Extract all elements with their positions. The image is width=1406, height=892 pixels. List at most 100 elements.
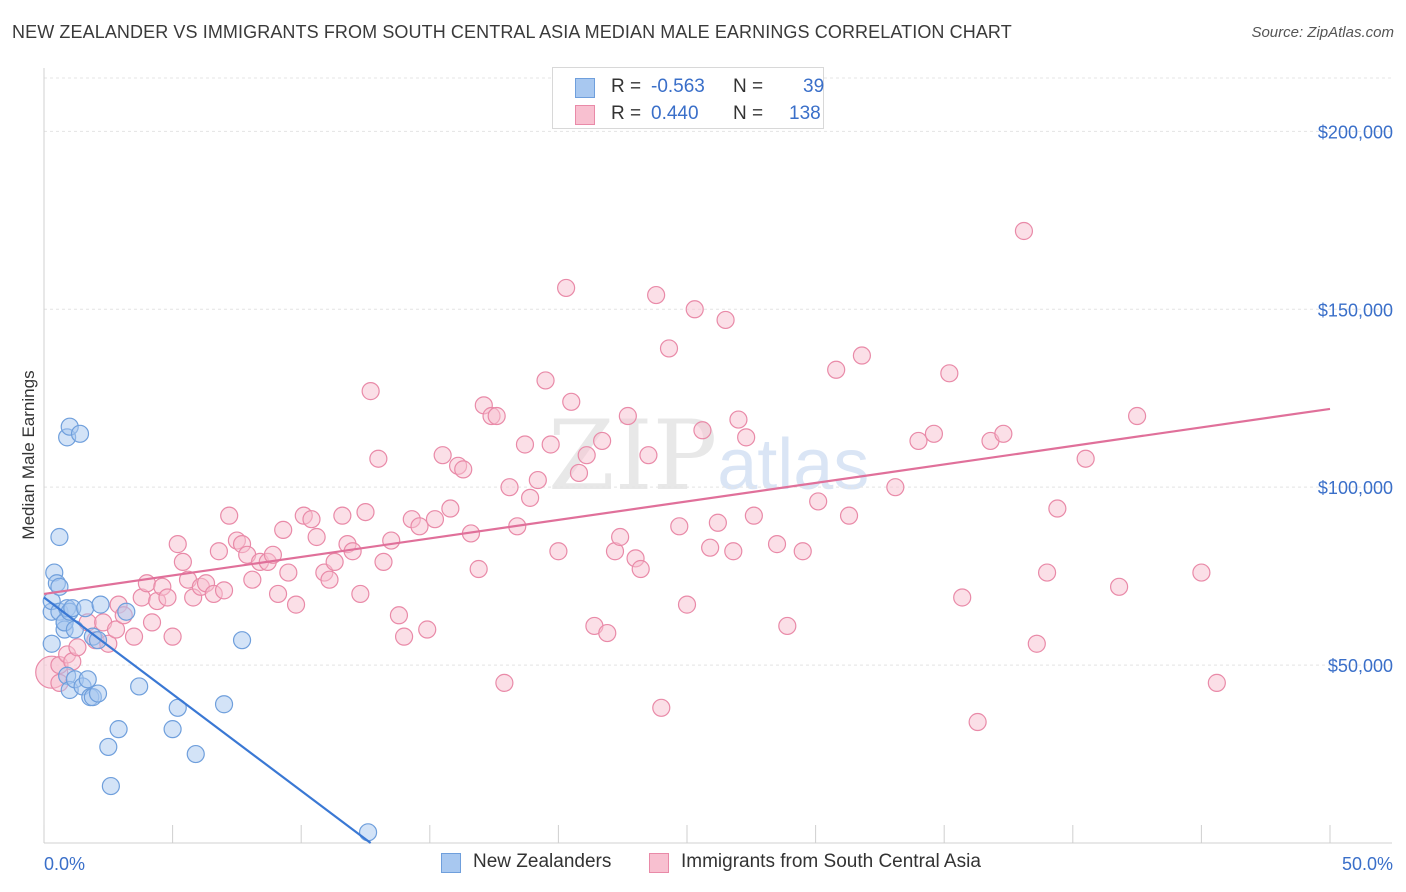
legend-r-value: -0.563 <box>651 76 705 97</box>
data-point <box>924 424 944 443</box>
legend-r-label: R = <box>611 103 642 124</box>
legend-text-new-zealanders: New Zealanders <box>473 851 612 872</box>
legend-r-value: 0.440 <box>651 103 699 124</box>
legend-r-label: R = <box>611 76 642 97</box>
series-legend: New Zealanders Immigrants from South Cen… <box>0 851 1406 877</box>
data-point <box>243 570 262 589</box>
data-point <box>611 527 630 547</box>
trend-line-south-central-asia <box>43 407 1331 596</box>
data-point <box>186 744 205 764</box>
data-point <box>88 684 108 703</box>
data-point <box>577 446 596 465</box>
data-point <box>495 673 514 692</box>
data-point <box>631 559 650 579</box>
data-point <box>425 510 445 529</box>
data-point <box>279 563 298 582</box>
data-point <box>163 720 182 739</box>
legend-n-label: N = <box>733 76 764 97</box>
data-point <box>124 627 144 646</box>
data-point <box>909 431 928 451</box>
data-point <box>70 424 90 443</box>
data-point <box>65 620 84 639</box>
data-point <box>78 670 97 689</box>
legend-swatch-south-central-asia <box>649 853 669 873</box>
data-point <box>487 406 506 426</box>
data-point <box>142 613 162 632</box>
data-point <box>693 421 712 440</box>
series-new-zealanders <box>42 417 378 842</box>
data-point <box>500 478 519 497</box>
data-point <box>418 620 437 639</box>
data-point <box>1027 634 1046 653</box>
trend-line-new-zealanders <box>43 596 372 844</box>
legend-swatch-new-zealanders <box>575 78 595 98</box>
legend-swatch-south-central-asia <box>575 105 595 125</box>
data-point <box>1048 499 1067 518</box>
data-point <box>130 677 149 696</box>
data-point <box>729 410 748 429</box>
data-point <box>1207 673 1226 692</box>
data-point <box>549 542 568 561</box>
legend-text-south-central-asia: Immigrants from South Central Asia <box>681 851 981 872</box>
data-point <box>670 517 689 536</box>
data-point <box>618 406 637 426</box>
data-point <box>647 285 666 305</box>
x-tick-label: 0.0% <box>44 854 85 874</box>
data-point <box>968 712 987 732</box>
data-point <box>374 552 393 572</box>
data-point <box>716 310 735 330</box>
data-point <box>809 492 828 511</box>
data-point <box>562 392 581 411</box>
axes <box>43 68 1392 844</box>
data-point <box>940 364 959 383</box>
data-point <box>356 502 375 522</box>
axis-labels: $50,000 $100,000 $150,000 $200,000 0.0% 50.0%… <box>19 122 1393 874</box>
data-point <box>528 470 547 490</box>
data-point <box>994 424 1013 443</box>
data-point <box>268 584 288 604</box>
legend-swatch-new-zealanders <box>441 853 461 873</box>
data-point <box>382 531 401 550</box>
data-point <box>639 446 658 465</box>
source-label: Source: ZipAtlas.com <box>1251 24 1394 41</box>
data-point <box>106 620 126 639</box>
data-point <box>394 627 414 646</box>
data-point <box>220 506 239 525</box>
data-point <box>109 720 128 739</box>
data-point <box>593 431 612 451</box>
data-point <box>744 506 763 525</box>
data-point <box>685 300 704 319</box>
data-point <box>263 545 283 564</box>
data-point <box>1037 563 1057 582</box>
series-south-central-asia <box>35 221 1226 732</box>
data-point <box>737 428 756 447</box>
data-point <box>333 506 352 525</box>
data-point <box>886 478 905 497</box>
data-point <box>307 527 326 547</box>
data-point <box>536 371 555 390</box>
trend-lines <box>43 407 1331 844</box>
data-point <box>541 435 560 454</box>
data-point <box>389 606 409 625</box>
data-point <box>767 535 787 554</box>
data-point <box>1076 449 1095 468</box>
y-axis-label: Median Male Earnings <box>19 370 38 539</box>
data-point <box>433 446 452 465</box>
data-point <box>286 595 306 614</box>
data-point <box>320 570 339 589</box>
data-point <box>598 623 617 643</box>
data-point <box>274 520 293 539</box>
data-point <box>677 595 697 614</box>
data-point <box>708 513 727 532</box>
data-point <box>99 737 118 757</box>
data-point <box>521 488 540 507</box>
data-point <box>68 638 87 657</box>
data-point <box>117 602 136 621</box>
data-point <box>1192 563 1211 582</box>
data-point <box>232 631 252 650</box>
data-point <box>793 542 812 561</box>
data-point <box>557 278 576 298</box>
data-point <box>214 581 234 600</box>
chart-title: NEW ZEALANDER VS IMMIGRANTS FROM SOUTH C… <box>12 22 1012 42</box>
